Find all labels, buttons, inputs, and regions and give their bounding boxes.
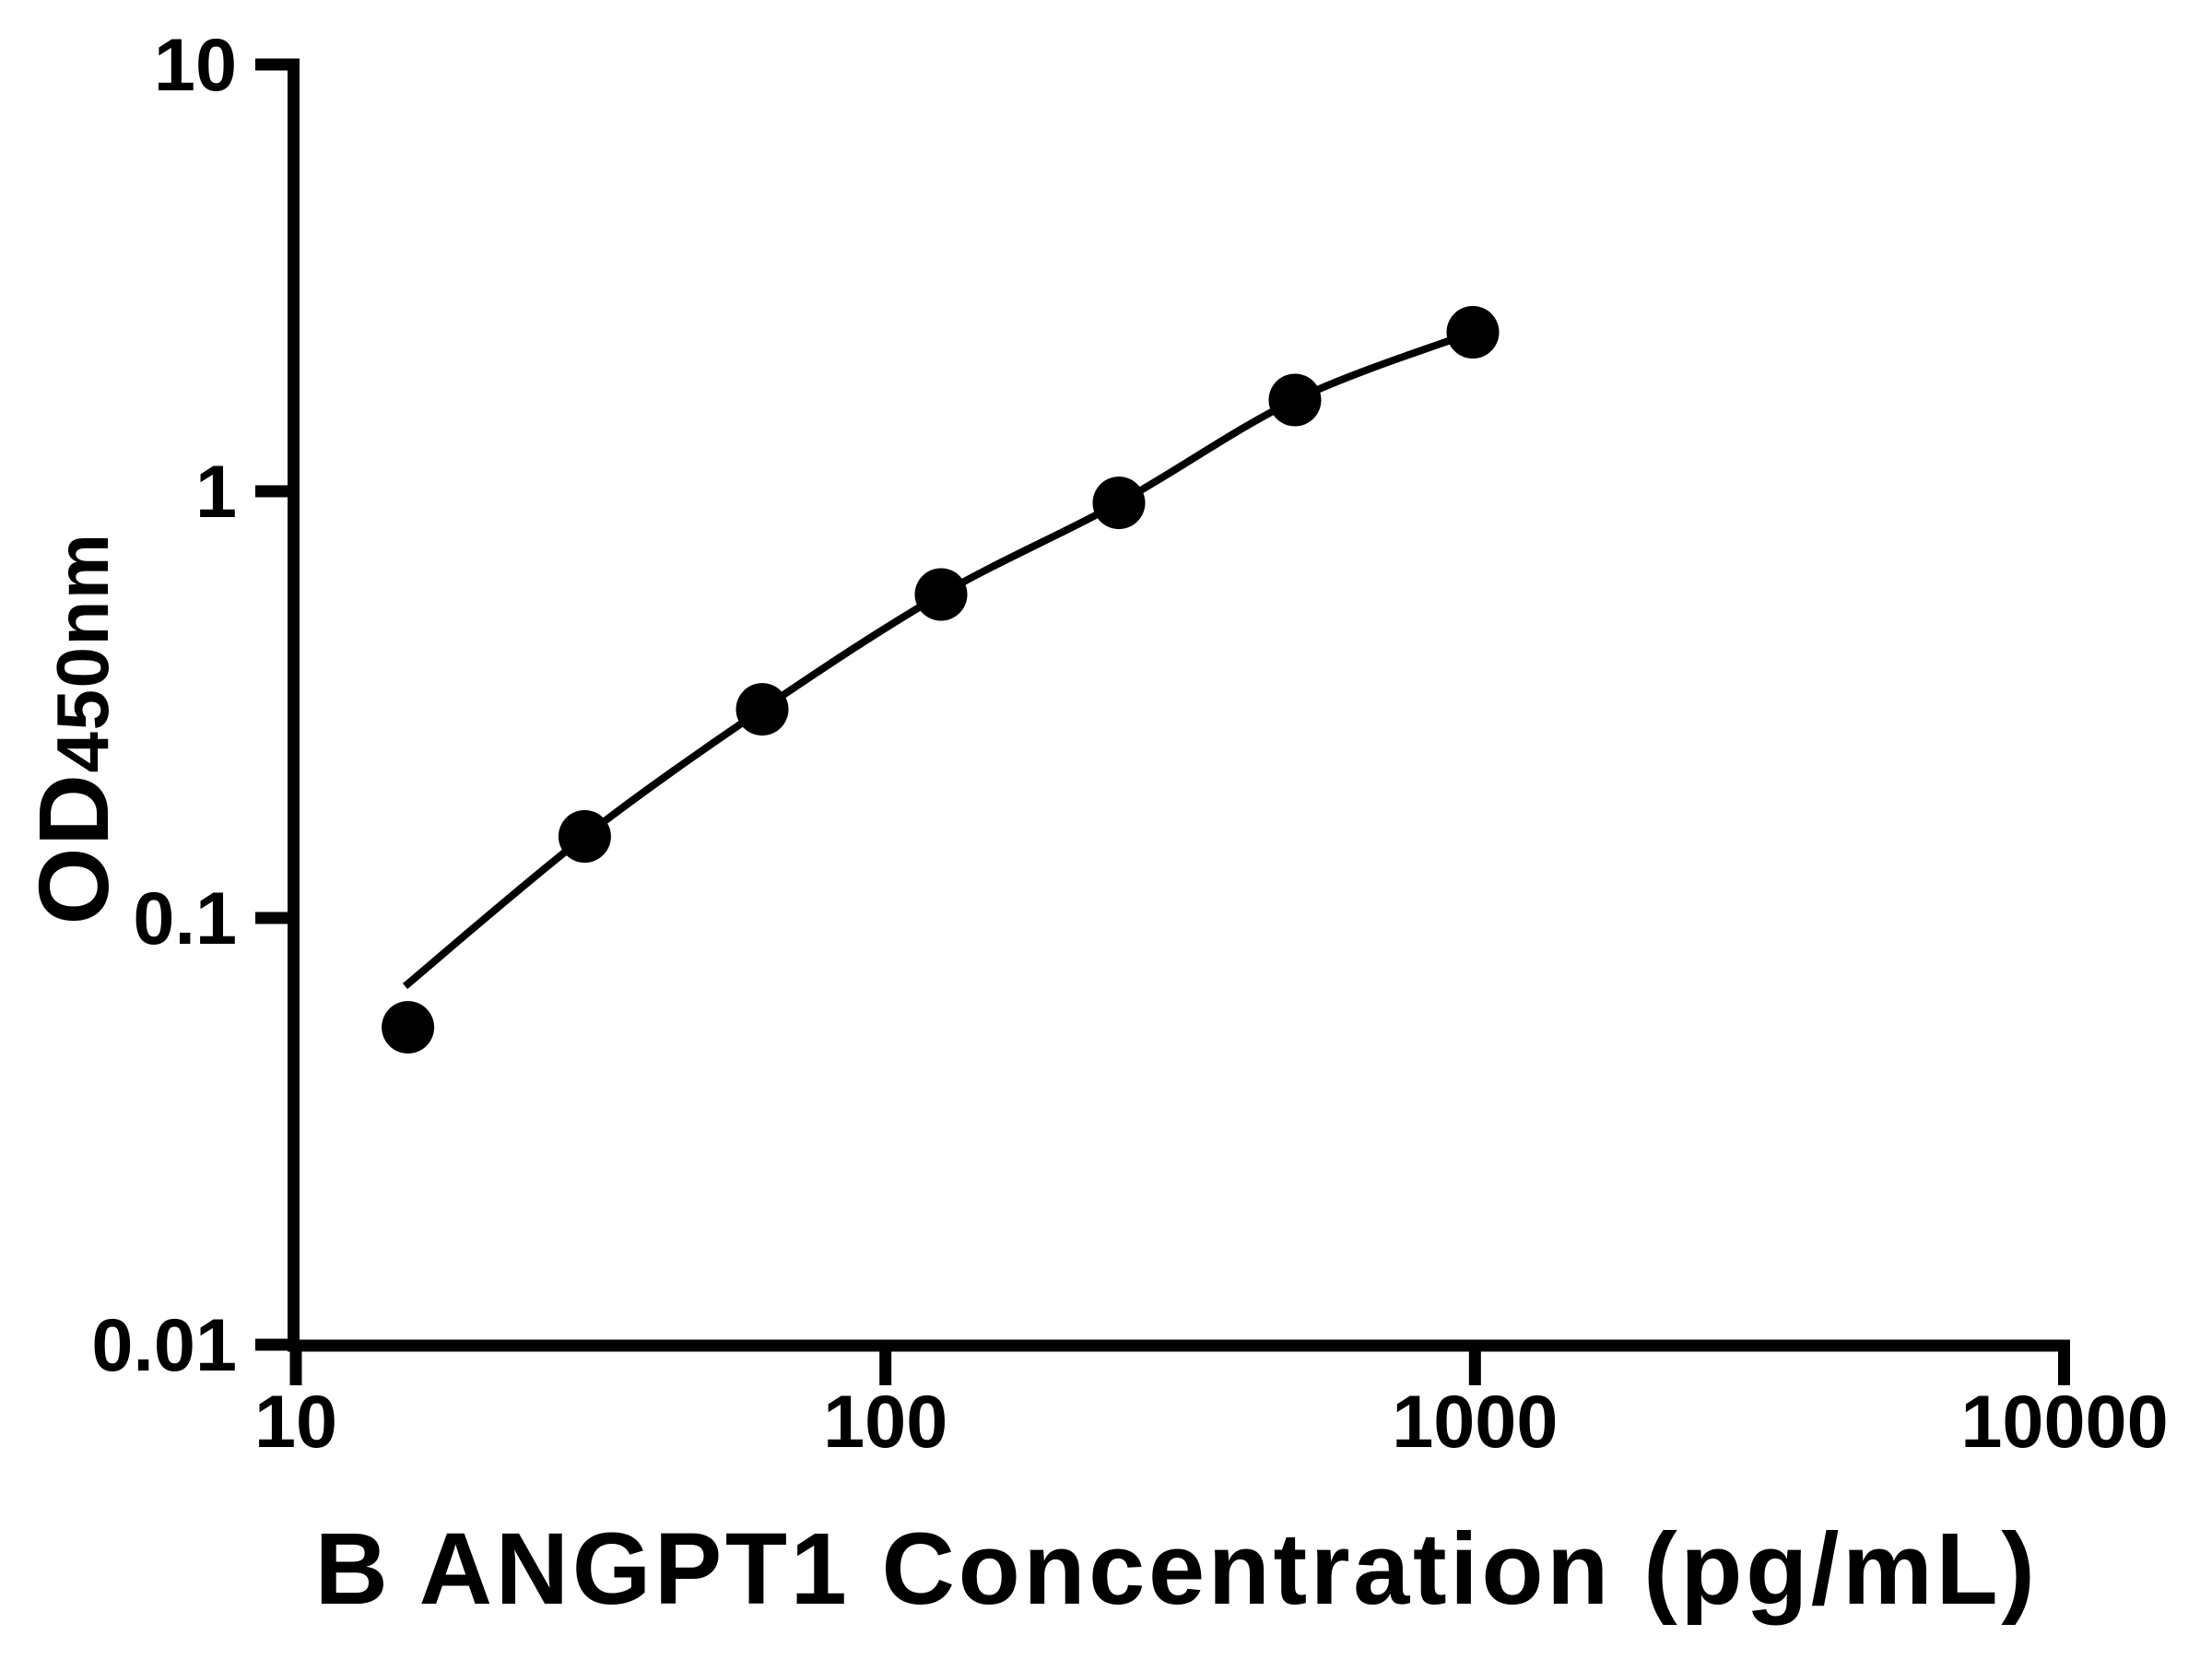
svg-text:1000: 1000 [1392,1381,1558,1464]
svg-text:1: 1 [195,451,237,534]
svg-text:0.1: 0.1 [133,877,237,960]
svg-text:10: 10 [254,1381,337,1464]
svg-text:100: 100 [823,1381,947,1464]
svg-text:0.01: 0.01 [91,1304,237,1387]
svg-text:10000: 10000 [1960,1381,2168,1464]
svg-text:10: 10 [154,24,237,107]
svg-text:OD450nm: OD450nm [18,533,129,925]
svg-text:B ANGPT1 Concentration (pg/mL): B ANGPT1 Concentration (pg/mL) [315,1512,2039,1626]
